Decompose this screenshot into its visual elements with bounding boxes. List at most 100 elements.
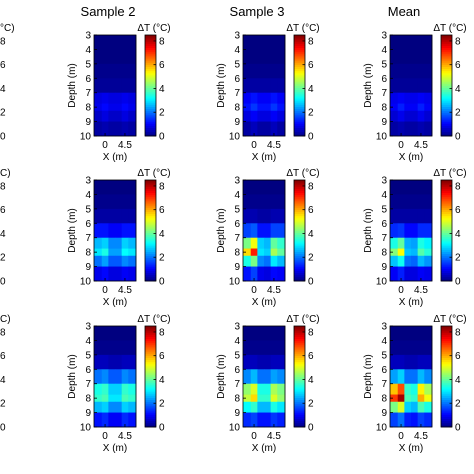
colorbar: 0 2 4 6 8 ΔT (°C) (137, 314, 170, 434)
colorbar-segment (145, 186, 156, 189)
heatmap-cell (101, 223, 109, 239)
heatmap-cell (250, 340, 258, 356)
colorbar-segment (145, 226, 156, 229)
heatmap-cell (417, 255, 425, 267)
heatmap-cell (257, 369, 265, 385)
heatmap-cell (108, 394, 116, 403)
colorbar-segment (441, 85, 452, 88)
column-title-sample-2: Sample 2 (81, 4, 136, 19)
colorbar-segment (441, 391, 452, 394)
colorbar-frame (144, 34, 157, 137)
colorbar-segment (294, 418, 305, 422)
heatmap-cell (243, 78, 252, 94)
colorbar-segment (145, 276, 156, 280)
colorbar-tick-label: 6 (455, 205, 461, 216)
colorbar-segment (145, 416, 156, 419)
heatmap-cell (94, 223, 103, 239)
colorbar-segment (441, 222, 452, 225)
heatmap-cell (270, 412, 278, 428)
colorbar-frame (144, 179, 157, 282)
colorbar-segment (441, 399, 452, 403)
panel-r0-c1: 3 4 5 6 7 8 9 10 0 4.5X (m) Depth (m) 0 2 4 6 8 ΔT (°C) (216, 23, 320, 163)
heatmap-cell (417, 223, 425, 239)
colorbar-segment (145, 408, 156, 411)
heatmap-cell (424, 237, 433, 249)
colorbar-segment (145, 224, 156, 227)
plot-frame (389, 34, 433, 137)
colorbar-tick-label: 0 (308, 277, 314, 288)
heatmap-cell (115, 208, 122, 224)
colorbar-segment (441, 338, 452, 342)
colorbar-segment (441, 98, 452, 101)
colorbar-segment (441, 121, 452, 124)
heatmap-cell (101, 121, 109, 137)
heatmap-cell (264, 223, 271, 239)
colorbar-segment (294, 217, 305, 221)
heatmap-cell (417, 369, 425, 385)
heatmap-cell (264, 394, 271, 403)
heatmap-cell (121, 340, 129, 356)
y-tick-label: 9 (234, 117, 240, 128)
y-axis-label: Depth (m) (216, 208, 227, 252)
heatmap-cell (121, 401, 129, 413)
x-tick-label: 0 (398, 285, 404, 296)
heatmap-cell (277, 237, 286, 249)
colorbar-segment (145, 228, 156, 231)
x-tick-label: 0 (251, 431, 257, 442)
heatmap-cell (243, 383, 252, 395)
plot-frame (389, 325, 433, 428)
colorbar-segment (145, 104, 156, 107)
heatmap-cell (128, 180, 137, 195)
colorbar-segment (294, 58, 305, 61)
heatmap-cell (270, 49, 278, 65)
colorbar-segment (441, 213, 452, 217)
heatmap-cell (397, 180, 405, 195)
colorbar-segment (441, 344, 452, 348)
heatmap-cell (411, 354, 418, 370)
colorbar-segment (294, 205, 305, 208)
y-tick-label: 3 (381, 31, 387, 42)
heatmap-cell (417, 401, 425, 413)
heatmap-cell (250, 180, 258, 195)
x-axis-label: X (m) (399, 152, 423, 163)
colorbar-tick-label: 8 (159, 36, 165, 47)
colorbar-segment (294, 330, 305, 333)
y-tick-label: 5 (381, 59, 387, 70)
colorbar-segment (294, 389, 305, 392)
colorbar-segment (145, 351, 156, 354)
colorbar-segment (145, 74, 156, 78)
colorbar-segment (145, 378, 156, 382)
heatmap-cell (424, 121, 433, 137)
heatmap-cell (257, 401, 265, 413)
heatmap-cell (128, 35, 137, 50)
heatmap-cell (417, 78, 425, 94)
colorbar-segment (294, 51, 305, 55)
y-tick-label: 4 (381, 336, 387, 347)
heatmap-cell (270, 383, 278, 395)
heatmap-cell (411, 326, 418, 341)
colorbar-segment (145, 112, 156, 116)
heatmap-cell (108, 63, 116, 79)
colorbar-segment (145, 387, 156, 390)
column-title-mean: Mean (388, 4, 421, 19)
heatmap-cell (411, 35, 418, 50)
cut-off-colorbar-tick-label: 2 (0, 253, 6, 264)
heatmap-cell (277, 394, 286, 403)
colorbar-segment (441, 397, 452, 401)
colorbar-segment (145, 374, 156, 377)
heatmap-cell (257, 103, 265, 112)
colorbar-segment (145, 196, 156, 200)
heatmap-cell (390, 103, 399, 112)
heatmap-cell (115, 340, 122, 356)
heatmap-cell (121, 237, 129, 249)
colorbar-segment (145, 268, 156, 271)
heatmap-cell (257, 121, 265, 137)
colorbar-segment (294, 196, 305, 200)
colorbar-tick-label: 2 (308, 108, 314, 119)
colorbar-segment (294, 98, 305, 101)
heatmap-cells (94, 326, 137, 428)
heatmap-cell (270, 103, 278, 112)
heatmap-cell (94, 266, 103, 282)
colorbar-segment (294, 129, 305, 133)
